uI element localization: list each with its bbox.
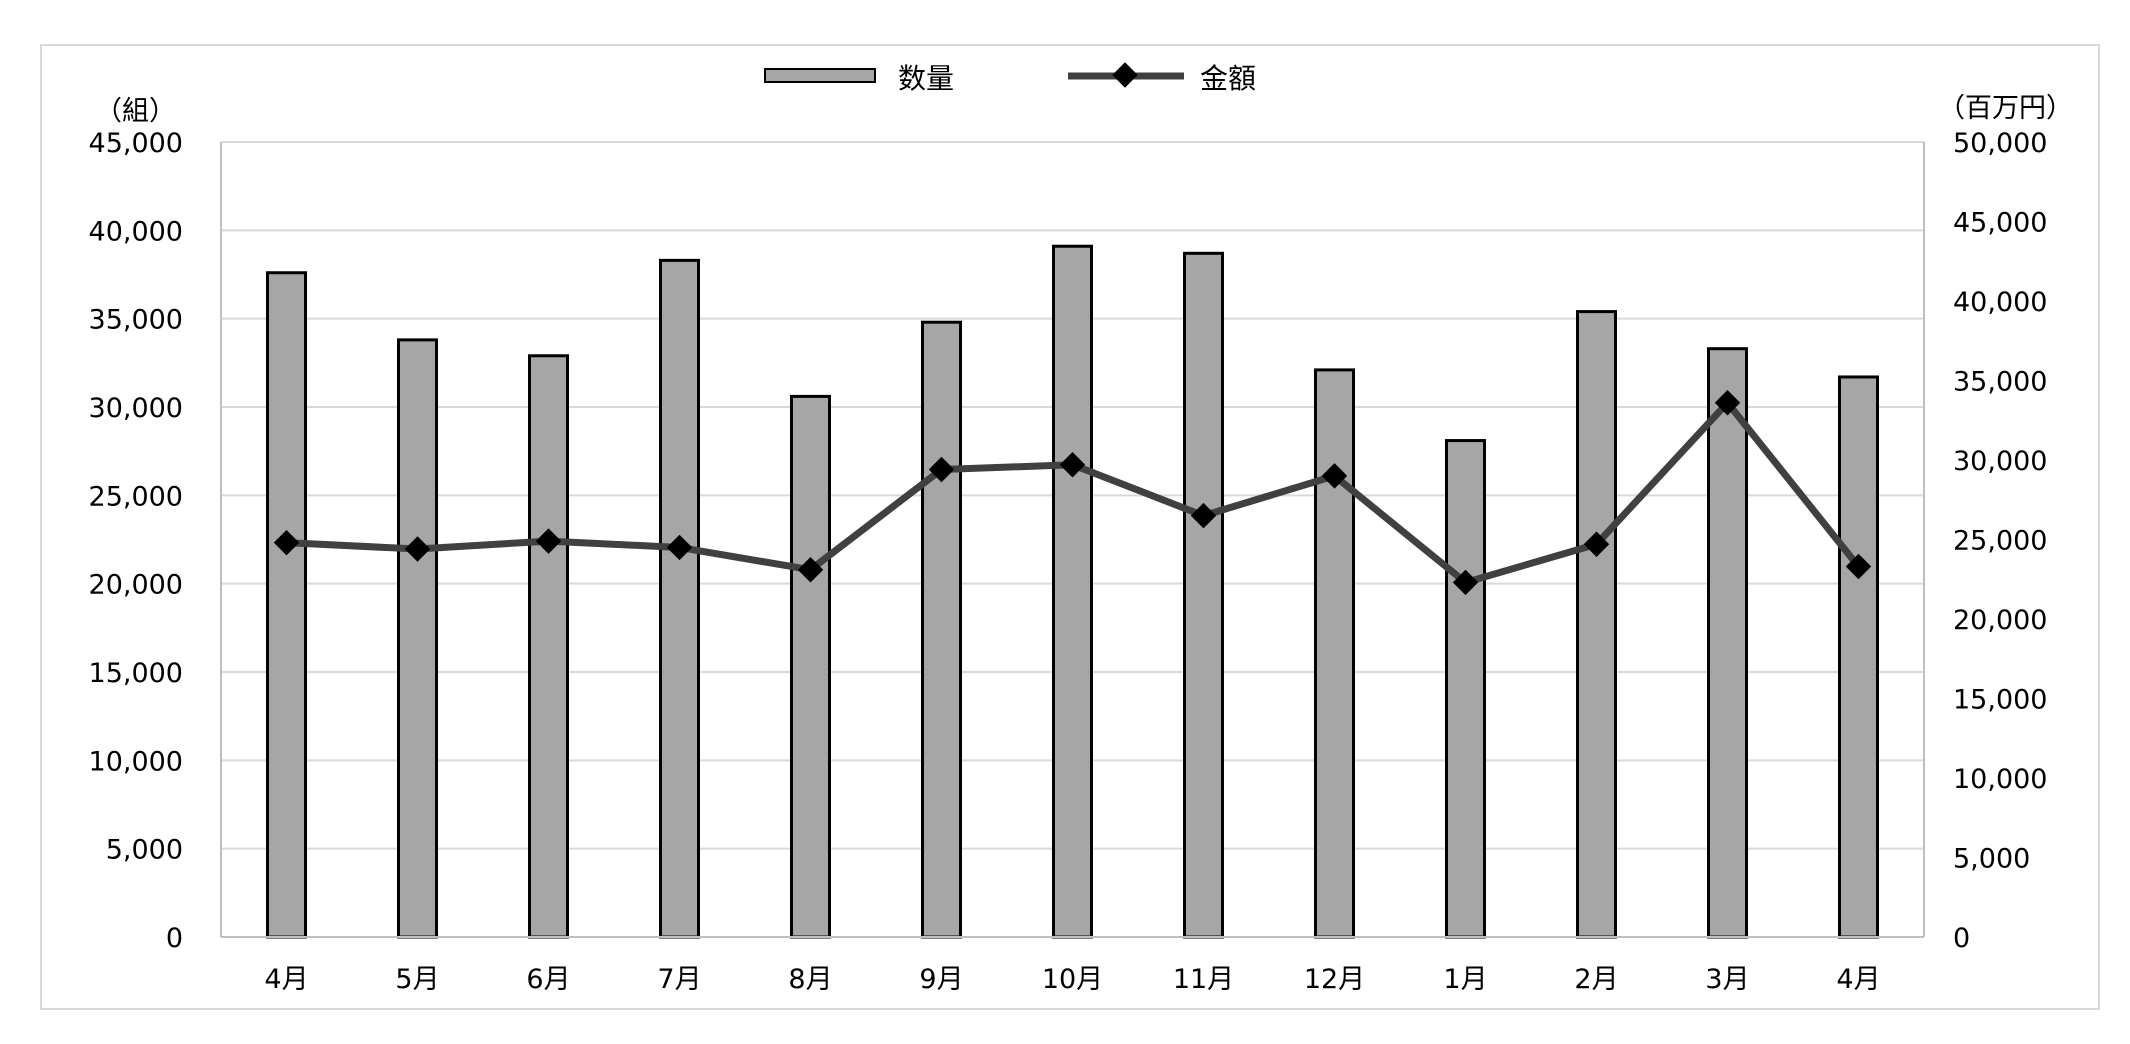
right-axis-unit-label: （百万円）: [1938, 93, 2073, 124]
left-axis-unit-label: （組）: [95, 96, 176, 127]
right-axis-tick-label: 15,000: [1953, 685, 2047, 716]
legend-diamond-marker: [1112, 62, 1138, 88]
x-axis-tick-label: 1月: [1443, 964, 1487, 995]
bar-quantity: [1052, 244, 1093, 939]
left-axis-tick-label: 30,000: [89, 393, 183, 424]
x-axis-tick-label: 12月: [1304, 964, 1365, 995]
amount-point-marker: [404, 536, 431, 562]
x-axis-tick-label: 3月: [1705, 964, 1749, 995]
right-axis-tick-label: 30,000: [1953, 446, 2047, 477]
x-axis-tick-label: 9月: [919, 964, 963, 995]
left-axis-tick-label: 45,000: [89, 128, 183, 159]
bar-quantity: [397, 338, 438, 939]
right-axis-tick-label: 5,000: [1953, 844, 2030, 875]
axes: （組） （百万円） 0 5,000 10,000 15,000 20,000 25,000…: [89, 93, 2073, 995]
bar-quantity: [790, 394, 831, 939]
x-axis-tick-label: 2月: [1574, 964, 1618, 995]
x-axis-tick-label: 4月: [1836, 964, 1880, 995]
left-axis-tick-label: 40,000: [89, 216, 183, 247]
bar-quantity: [1707, 347, 1748, 939]
left-axis-tick-label: 5,000: [106, 835, 183, 866]
left-axis-tick-label: 35,000: [89, 305, 183, 336]
x-axis-tick-label: 4月: [264, 964, 308, 995]
right-axis-tick-label: 45,000: [1953, 208, 2047, 239]
right-axis-tick-label: 35,000: [1953, 367, 2047, 398]
right-axis-tick-label: 40,000: [1953, 287, 2047, 318]
left-axis-tick-label: 10,000: [89, 746, 183, 777]
right-axis-tick-label: 20,000: [1953, 605, 2047, 636]
bar-quantity: [1576, 310, 1617, 939]
bar-quantity: [1838, 375, 1879, 939]
bar-quantity: [1183, 251, 1224, 939]
x-axis-tick-label: 10月: [1042, 964, 1103, 995]
bar-quantity: [921, 320, 962, 939]
bar-quantity: [266, 271, 307, 939]
x-axis-tick-label: 11月: [1173, 964, 1234, 995]
right-axis-tick-label: 0: [1953, 923, 1970, 954]
legend-bar-swatch: [764, 68, 876, 83]
left-axis-tick-label: 15,000: [89, 658, 183, 689]
bar-series-quantity: [266, 244, 1879, 939]
x-axis-tick-label: 7月: [657, 964, 701, 995]
left-axis-tick-label: 20,000: [89, 570, 183, 601]
left-axis-tick-label: 25,000: [89, 481, 183, 512]
bar-quantity: [659, 258, 700, 939]
bar-quantity: [1314, 368, 1355, 939]
legend-label-quantity: 数量: [898, 62, 954, 95]
legend-label-amount: 金額: [1200, 62, 1256, 95]
amount-point-marker: [797, 556, 824, 583]
bar-quantity: [1445, 439, 1486, 939]
amount-point-marker: [666, 534, 693, 561]
x-axis-tick-label: 5月: [395, 964, 439, 995]
left-axis-tick-label: 0: [166, 923, 183, 954]
amount-point-marker: [273, 529, 300, 556]
bar-quantity: [528, 354, 569, 939]
x-axis-tick-label: 8月: [788, 964, 832, 995]
legend: 数量 金額: [764, 62, 1256, 95]
x-axis-tick-label: 6月: [526, 964, 570, 995]
amount-point-marker: [535, 528, 562, 554]
right-axis-tick-label: 10,000: [1953, 764, 2047, 795]
right-axis-tick-label: 50,000: [1953, 128, 2047, 159]
right-axis-tick-label: 25,000: [1953, 526, 2047, 557]
amount-point-marker: [928, 456, 955, 483]
